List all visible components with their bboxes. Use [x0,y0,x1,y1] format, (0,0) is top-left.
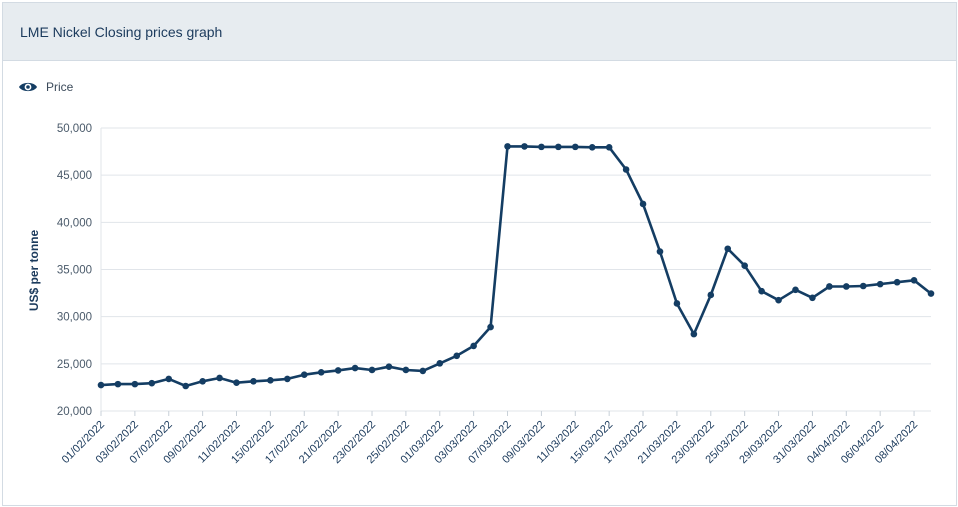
data-point[interactable] [284,375,291,383]
data-point[interactable] [317,369,325,376]
y-tick-label: 50,000 [57,123,92,135]
series-price [97,143,935,390]
grid-lines [100,127,931,412]
y-tick-label: 45,000 [57,170,92,182]
data-point[interactable] [368,366,376,374]
data-point[interactable] [775,296,782,304]
y-tick-label: 20,000 [57,406,92,418]
data-point[interactable] [131,380,139,388]
data-point[interactable] [114,380,122,388]
card-header: LME Nickel Closing prices graph [3,3,956,61]
legend-item-price[interactable]: Price [18,80,73,94]
data-point[interactable] [504,143,511,150]
data-point[interactable] [521,143,528,150]
data-point[interactable] [250,377,257,385]
data-point[interactable] [402,366,410,374]
y-tick-label: 40,000 [57,217,92,229]
data-point[interactable] [673,300,681,307]
data-point[interactable] [233,379,240,387]
data-point[interactable] [843,283,850,290]
data-point[interactable] [453,352,461,360]
data-point[interactable] [876,280,884,288]
y-axis-ticks: 20,000 25,000 30,000 35,000 40,000 45,000 50,0… [57,123,92,418]
data-point[interactable] [267,377,274,384]
data-point[interactable] [826,283,833,290]
data-point[interactable] [639,200,647,208]
data-point[interactable] [351,364,359,372]
data-point[interactable] [199,377,206,385]
series-line [100,145,932,388]
data-point[interactable] [334,367,342,374]
data-point[interactable] [927,290,935,297]
data-point[interactable] [470,342,477,350]
chart-title: LME Nickel Closing prices graph [20,23,223,40]
data-point[interactable] [555,143,562,151]
data-point[interactable] [690,330,698,338]
data-point[interactable] [148,379,156,387]
data-point[interactable] [656,248,664,255]
data-point[interactable] [216,374,223,382]
data-point[interactable] [300,371,308,378]
y-axis-title: US$ per tonne [27,230,41,312]
data-point[interactable] [182,382,189,390]
data-point[interactable] [758,287,765,295]
x-axis-ticks: 01/02/202203/02/202207/02/202209/02/2022… [60,411,920,466]
data-point[interactable] [809,294,816,302]
data-point[interactable] [385,363,393,370]
data-point[interactable] [741,262,748,270]
data-point[interactable] [487,323,494,331]
y-tick-label: 35,000 [57,265,92,277]
data-point[interactable] [859,282,867,290]
data-point[interactable] [792,286,799,294]
y-tick-label: 25,000 [57,359,92,371]
data-point[interactable] [893,278,901,286]
data-point[interactable] [622,166,630,173]
data-point[interactable] [588,144,596,151]
data-point[interactable] [419,367,427,375]
data-point[interactable] [707,291,715,299]
data-point[interactable] [605,144,613,151]
eye-icon [18,80,38,94]
data-point[interactable] [571,143,579,151]
y-tick-label: 30,000 [57,312,92,324]
legend-label: Price [46,80,74,94]
data-point[interactable] [436,360,444,367]
data-point[interactable] [538,143,545,151]
data-point[interactable] [724,245,732,253]
data-point[interactable] [910,277,918,284]
data-point[interactable] [97,381,105,389]
data-point[interactable] [165,375,173,383]
